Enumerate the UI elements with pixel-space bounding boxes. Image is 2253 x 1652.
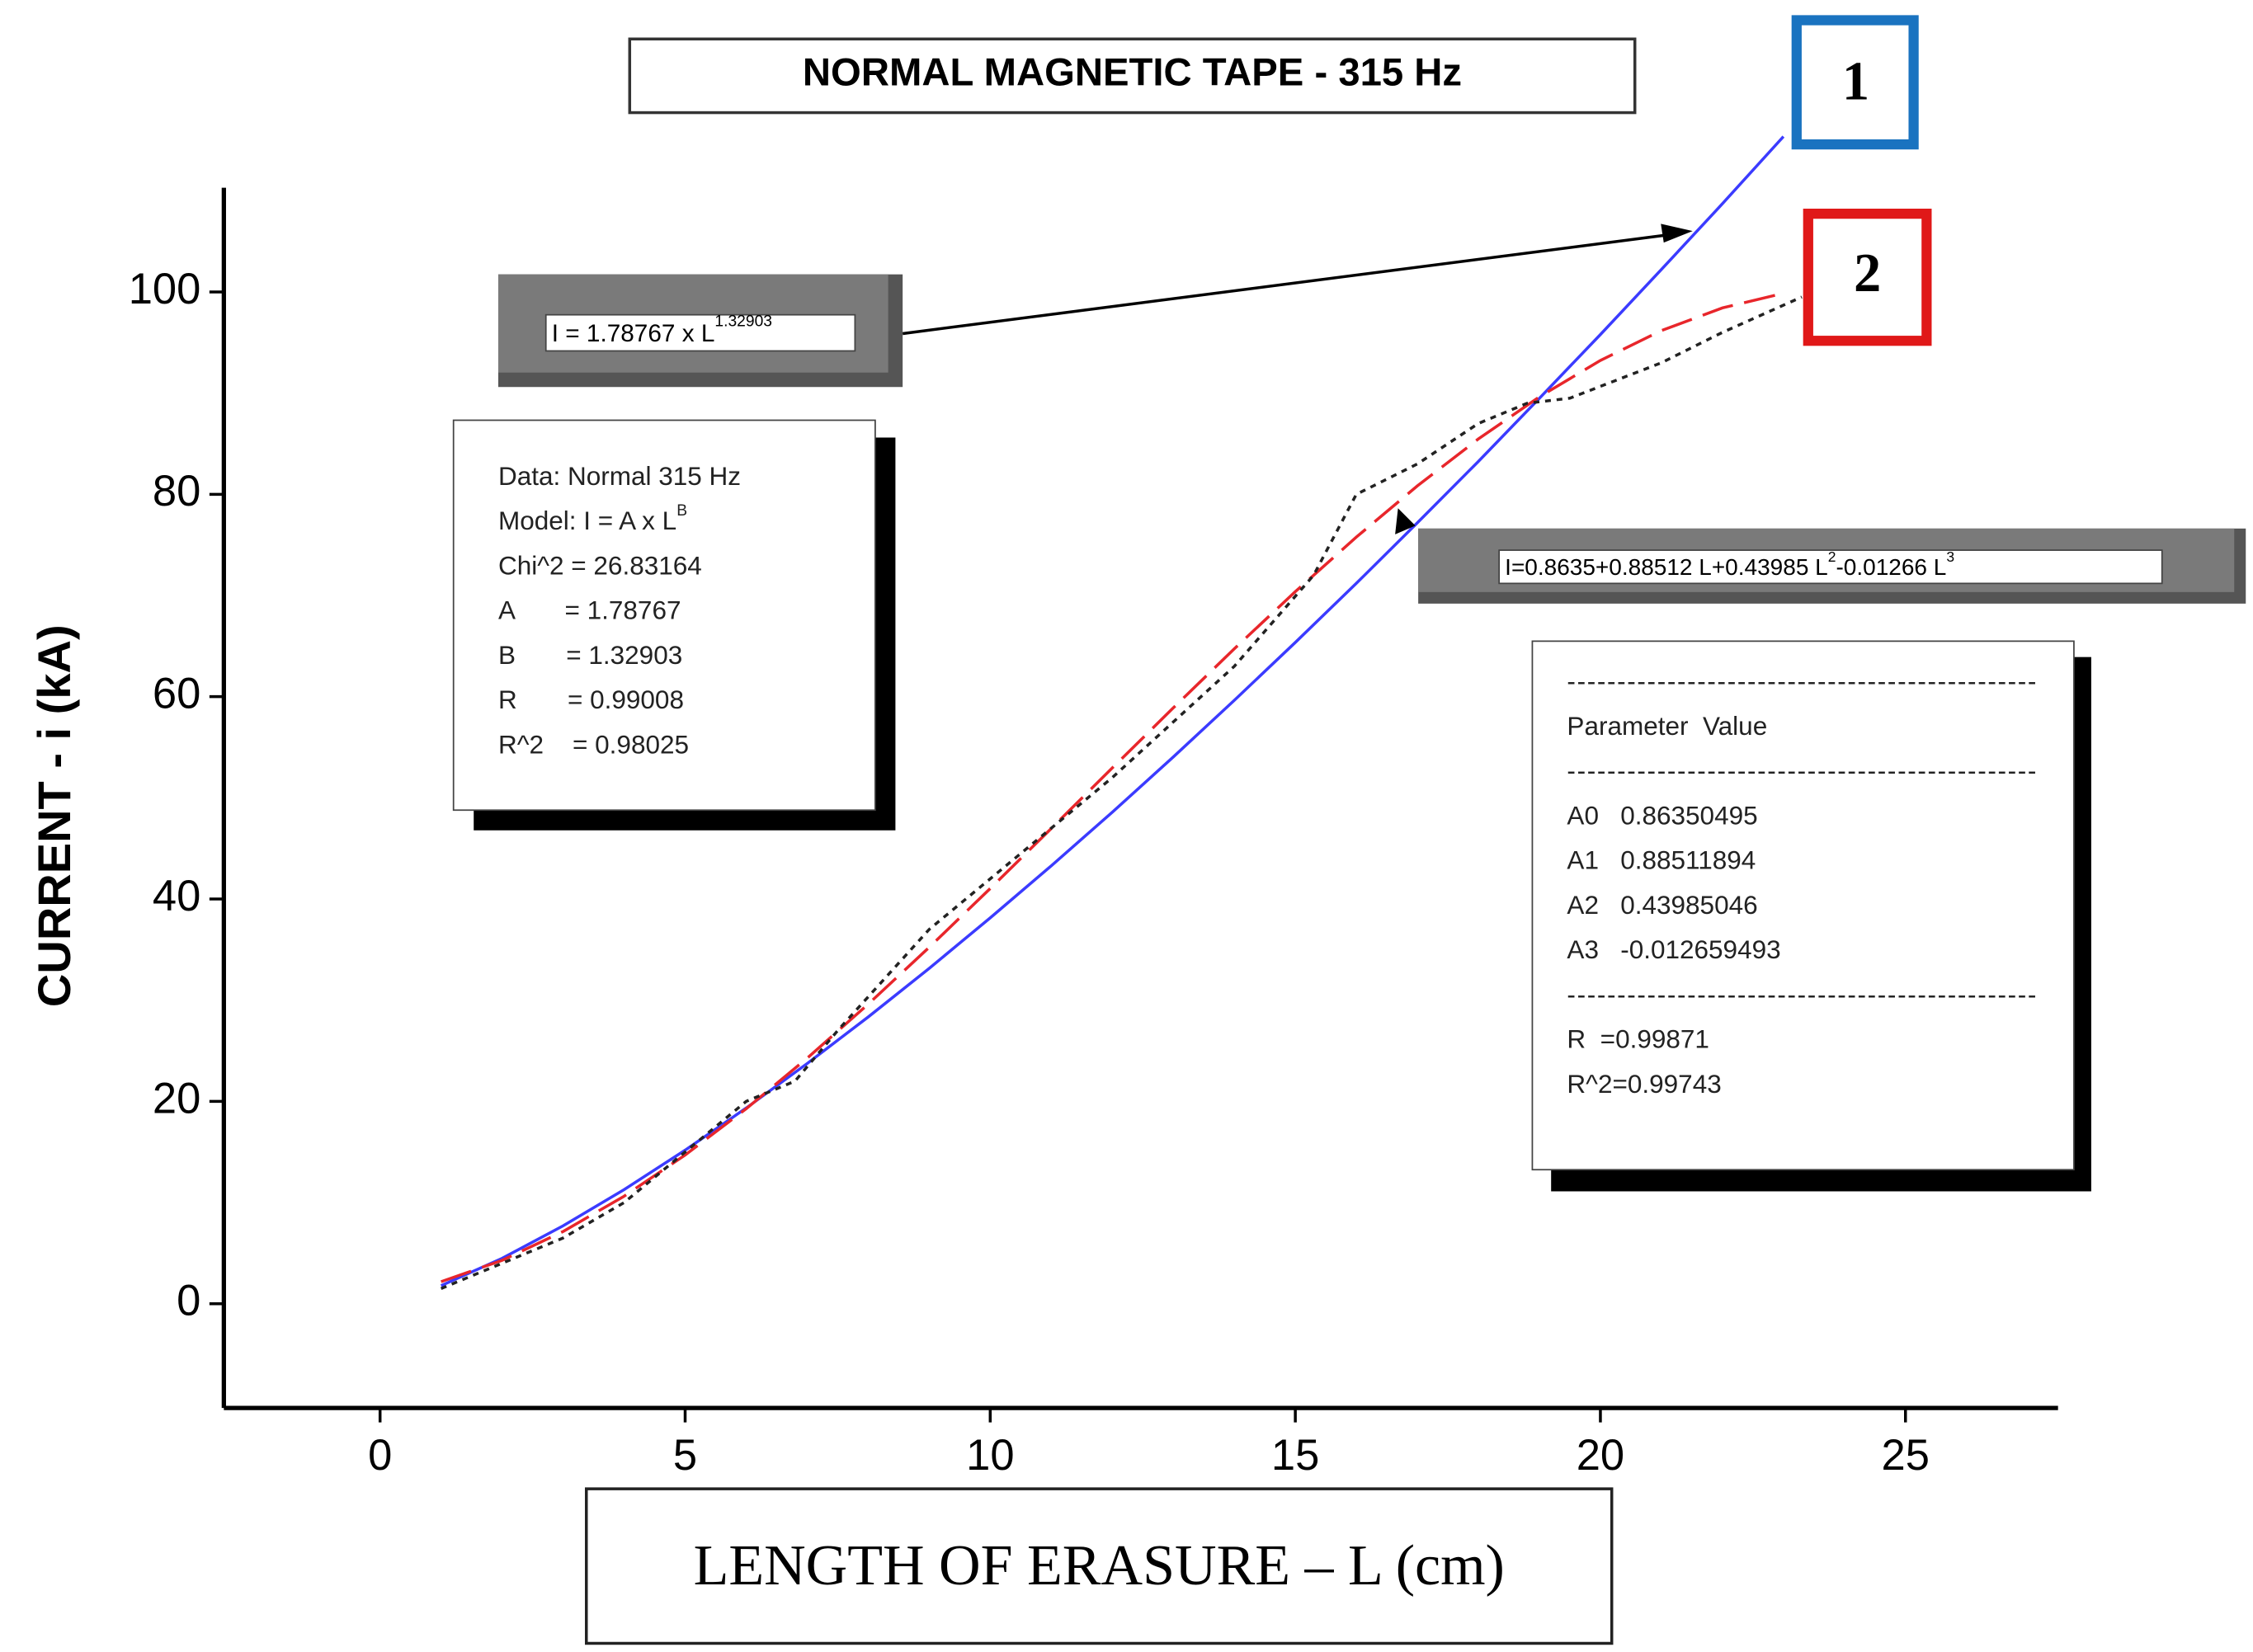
poly-exponent: 3	[1946, 548, 1954, 564]
y-tick-label: 80	[153, 467, 200, 515]
stats-line: ----------------------------------------…	[1567, 666, 2036, 695]
y-axis-label: CURRENT - i (kA)	[28, 624, 80, 1007]
label-box	[544, 313, 856, 352]
curve-2-label: 2	[1854, 243, 1881, 304]
series-line	[440, 135, 1785, 1287]
stats-line: Chi^2 = 26.83164	[498, 550, 702, 580]
curve-2-box	[1803, 209, 1932, 346]
stats-line: R = 0.99008	[498, 685, 684, 714]
x-tick-label: 10	[966, 1431, 1014, 1480]
x-tick-label: 25	[1882, 1431, 1930, 1480]
title-box	[628, 37, 1637, 115]
poly-fit-stats: ----------------------------------------…	[1567, 666, 2036, 1098]
curve-1-box	[1791, 15, 1919, 150]
y-tick-label: 40	[153, 872, 200, 920]
stats-line: ----------------------------------------…	[1567, 755, 2036, 785]
label-box	[1498, 549, 2163, 585]
stats-line: ----------------------------------------…	[1567, 979, 2036, 1009]
arrow-head	[1661, 224, 1693, 243]
x-tick-label: 20	[1577, 1431, 1624, 1480]
y-tick-label: 100	[129, 265, 201, 313]
poly-text: -0.01266 L	[1836, 554, 1946, 580]
stats-line: A1 0.88511894	[1567, 845, 1756, 875]
curve-1-label: 1	[1842, 51, 1869, 111]
stats-text: Model: I = A x L	[498, 506, 676, 535]
poly-text: I=0.8635+0.88512 L+0.43985 L	[1505, 554, 1828, 580]
x-axis-label: LENGTH OF ERASURE – L (cm)	[694, 1534, 1505, 1598]
x-label-box	[585, 1487, 1614, 1645]
x-tick-label: 5	[673, 1431, 697, 1480]
stats-exponent: B	[676, 502, 687, 520]
stats-box	[452, 419, 876, 812]
chart-title: NORMAL MAGNETIC TAPE - 315 Hz	[803, 51, 1462, 95]
stats-line: A3 -0.012659493	[1567, 934, 1780, 964]
power-fit-label: I = 1.78767 x L1.32903	[552, 313, 772, 348]
y-tick-label: 60	[153, 670, 200, 718]
power-fit-stats: Data: Normal 315 Hz Model: I = A x LB Chi^…	[498, 461, 741, 760]
arrow	[902, 232, 1676, 336]
stats-line: Model: I = A x LB	[498, 502, 687, 535]
y-tick-label: 20	[153, 1074, 200, 1123]
stats-line: Data: Normal 315 Hz	[498, 461, 741, 491]
poly-exponent: 2	[1828, 548, 1836, 564]
stats-line: A0 0.86350495	[1567, 800, 1757, 830]
series-line	[441, 291, 1784, 1283]
stats-line: B = 1.32903	[498, 640, 682, 670]
stats-line: R^2 = 0.98025	[498, 730, 689, 760]
plot-area: 0 20 40 60 80 100 0 5 10 15 20 25	[129, 135, 2058, 1480]
poly-fit-label: I=0.8635+0.88512 L+0.43985 L2-0.01266 L3	[1505, 548, 1954, 580]
arrow-head	[1395, 508, 1416, 534]
stats-line: R =0.99871	[1567, 1024, 1709, 1054]
x-tick-label: 0	[368, 1431, 392, 1480]
power-fit-text: I = 1.78767 x L	[552, 320, 715, 347]
stats-line: A2 0.43985046	[1567, 890, 1757, 920]
stats-line: R^2=0.99743	[1567, 1069, 1721, 1099]
stats-box	[1531, 640, 2075, 1171]
x-tick-label: 15	[1271, 1431, 1319, 1480]
y-tick-label: 0	[177, 1277, 200, 1325]
stats-line: A = 1.78767	[498, 595, 681, 625]
stats-line: Parameter Value	[1567, 711, 1767, 741]
power-fit-exponent: 1.32903	[714, 313, 772, 331]
